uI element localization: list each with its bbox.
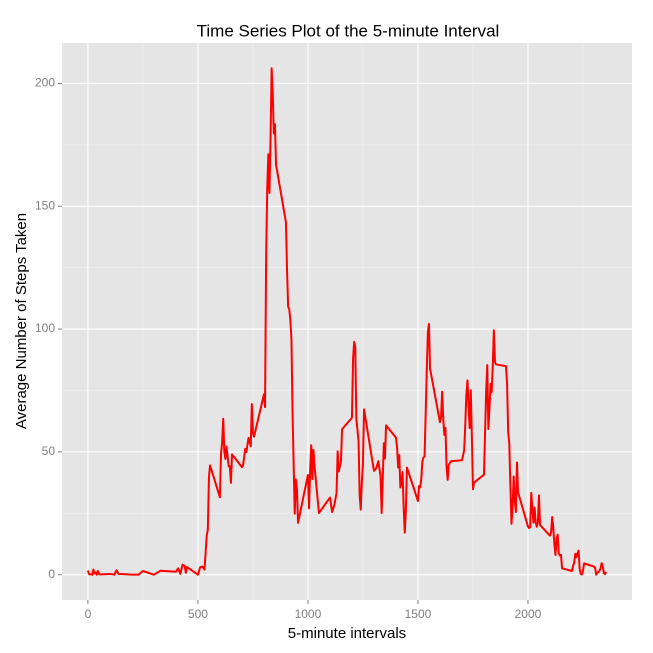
x-axis-label: 5-minute intervals	[288, 625, 406, 642]
y-tick-label: 150	[35, 198, 55, 212]
y-tick-label: 100	[35, 321, 55, 335]
data-line	[86, 67, 607, 576]
plot-panel	[62, 43, 632, 600]
x-tick-label: 500	[188, 607, 208, 621]
y-tick-label: 50	[42, 444, 56, 458]
y-tick-label: 0	[48, 567, 55, 581]
x-tick-label: 0	[85, 607, 92, 621]
chart-title: Time Series Plot of the 5-minute Interva…	[197, 21, 500, 40]
x-tick-label: 1000	[295, 607, 322, 621]
x-tick-label: 1500	[405, 607, 432, 621]
y-axis-label: Average Number of Steps Taken	[13, 213, 30, 429]
y-tick-label: 200	[35, 76, 55, 90]
x-tick-label: 2000	[515, 607, 542, 621]
